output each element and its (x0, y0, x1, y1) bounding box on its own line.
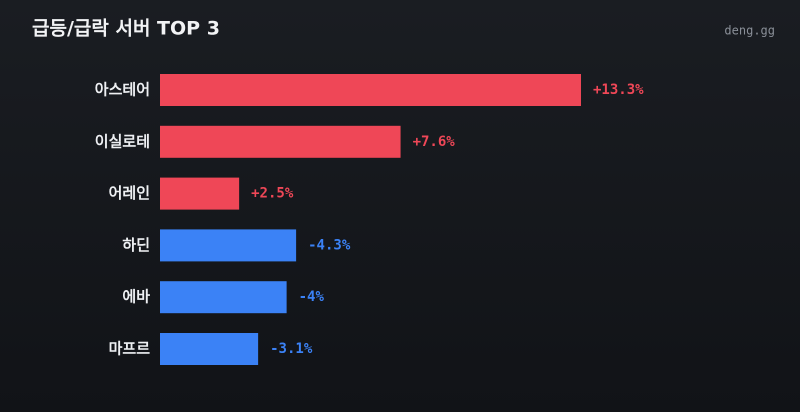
chart-title: 급등/급락 서버 TOP 3 (32, 18, 220, 40)
category-label: 마프르 (109, 340, 151, 358)
category-label: 어레인 (109, 184, 150, 202)
bar (160, 229, 297, 262)
category-label: 아스테어 (95, 81, 150, 99)
watermark: deng.gg (724, 24, 775, 38)
value-label: +13.3% (593, 82, 644, 98)
bar (160, 177, 240, 210)
value-label: +2.5% (251, 186, 294, 202)
value-label: -3.1% (270, 341, 313, 357)
category-label: 하딘 (122, 236, 150, 254)
value-label: -4.3% (308, 237, 351, 253)
bar (160, 74, 581, 106)
bar (160, 333, 259, 365)
value-label: -4% (299, 289, 325, 305)
value-label: +7.6% (413, 134, 456, 150)
bar (160, 125, 401, 158)
category-label: 에바 (122, 288, 150, 306)
bar (160, 281, 287, 314)
category-label: 이실로테 (95, 132, 150, 150)
